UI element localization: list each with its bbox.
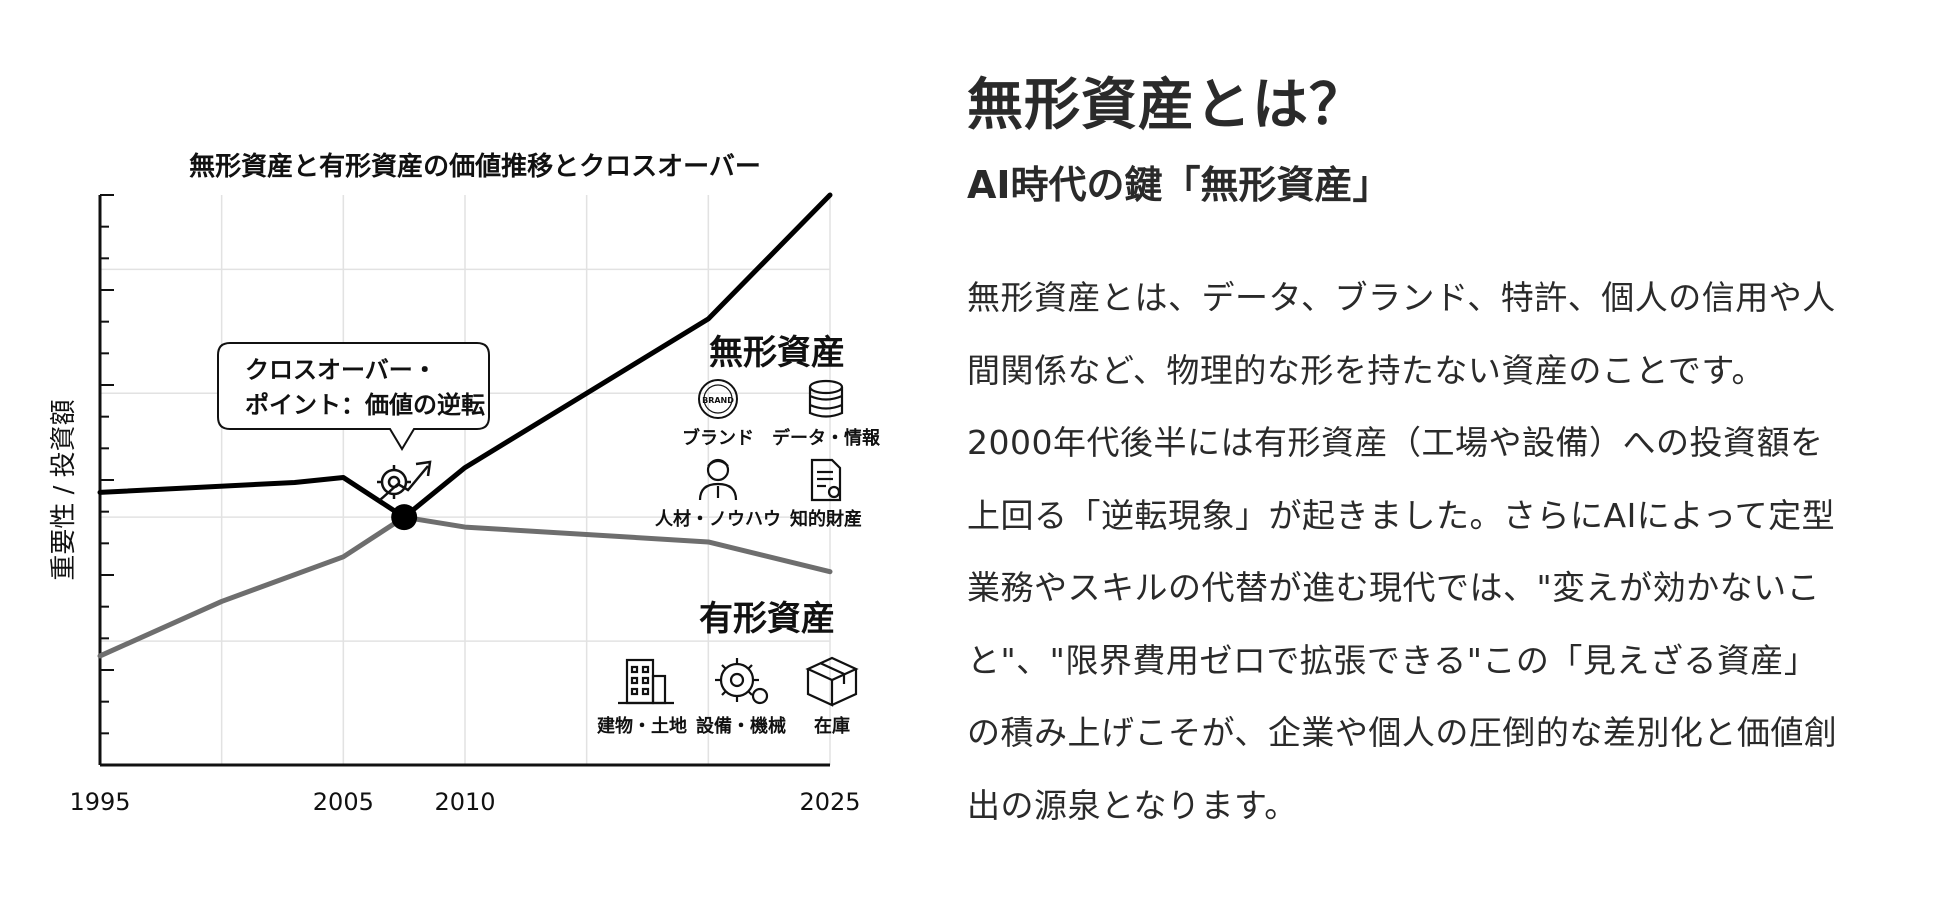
y-axis-label: 重要性 / 投資額	[49, 399, 79, 580]
person-icon	[698, 458, 738, 501]
x-tick-labels: 1995 2005 2010 2025	[69, 788, 860, 816]
article-panel: 無形資産とは？ AI時代の鍵「無形資産」 無形資産とは、データ、ブランド、特許、…	[967, 68, 1912, 842]
body-line: 上回る「逆転現象」が起きました。さらにAIによって定型	[967, 495, 1836, 535]
crossover-callout: クロスオーバー・ ポイント：価値の逆転	[217, 342, 490, 501]
article-subheading: AI時代の鍵「無形資産」	[967, 163, 1391, 207]
article-heading: 無形資産とは？	[967, 73, 1366, 138]
gear-growth-icon	[377, 460, 432, 501]
chart-panel: 無形資産と有形資産の価値推移とクロスオーバー 重要性 / 投資額 1995 200…	[0, 0, 900, 901]
icon-label-people: 人材・ノウハウ	[655, 508, 781, 530]
body-line: の積み上げこそが、企業や個人の圧倒的な差別化と価値創	[967, 713, 1838, 752]
x-tick-label: 2005	[313, 788, 374, 816]
x-tick-label: 2010	[434, 788, 495, 816]
x-tick-label: 2025	[799, 788, 860, 816]
body-line: 2000年代後半には有形資産（工場や設備）への投資額を	[967, 423, 1824, 462]
certificate-icon	[810, 458, 842, 502]
body-line: 業務やスキルの代替が進む現代では、"変えが効かないこ	[967, 568, 1821, 607]
chart-title: 無形資産と有形資産の価値推移とクロスオーバー	[189, 151, 761, 182]
building-icon	[618, 658, 674, 705]
database-icon	[808, 379, 844, 418]
axes	[98, 194, 830, 767]
icon-label-inventory: 在庫	[814, 715, 850, 737]
callout-text-line1: クロスオーバー・	[245, 356, 437, 384]
tangible-series-label: 有形資産	[699, 599, 835, 639]
brand-badge-text: BRAND	[702, 396, 734, 405]
intangible-series-label: 無形資産	[709, 333, 845, 373]
callout-bubble	[217, 342, 490, 451]
callout-text-line2: ポイント：価値の逆転	[245, 391, 485, 419]
body-line: 無形資産とは、データ、ブランド、特許、個人の信用や人	[967, 278, 1836, 317]
gear-icon	[715, 658, 769, 705]
body-line: 出の源泉となります。	[967, 785, 1298, 825]
icon-label-ip: 知的財産	[790, 508, 862, 530]
box-icon	[805, 656, 859, 707]
icon-label-equipment: 設備・機械	[696, 715, 786, 737]
tangible-assets-group: 有形資産 建物・土地	[597, 599, 859, 737]
article-body: 無形資産とは、データ、ブランド、特許、個人の信用や人 間関係など、物理的な形を持…	[967, 262, 1912, 842]
body-line: 間関係など、物理的な形を持たない資産のことです。	[967, 350, 1766, 390]
crossover-point	[391, 504, 418, 531]
body-line: と"、"限界費用ゼロで拡張できる"この「見えざる資産」	[967, 640, 1818, 680]
icon-label-brand: ブランド	[682, 427, 754, 449]
icon-label-data: データ・情報	[772, 427, 881, 449]
crossover-chart: 無形資産と有形資産の価値推移とクロスオーバー 重要性 / 投資額 1995 200…	[49, 151, 881, 816]
intangible-assets-group: 無形資産 BRAND ブランド データ・情報 人材・ノウハウ	[655, 333, 881, 530]
brand-badge-icon: BRAND	[698, 379, 738, 419]
x-tick-label: 1995	[69, 788, 130, 816]
icon-label-buildings: 建物・土地	[597, 715, 687, 737]
